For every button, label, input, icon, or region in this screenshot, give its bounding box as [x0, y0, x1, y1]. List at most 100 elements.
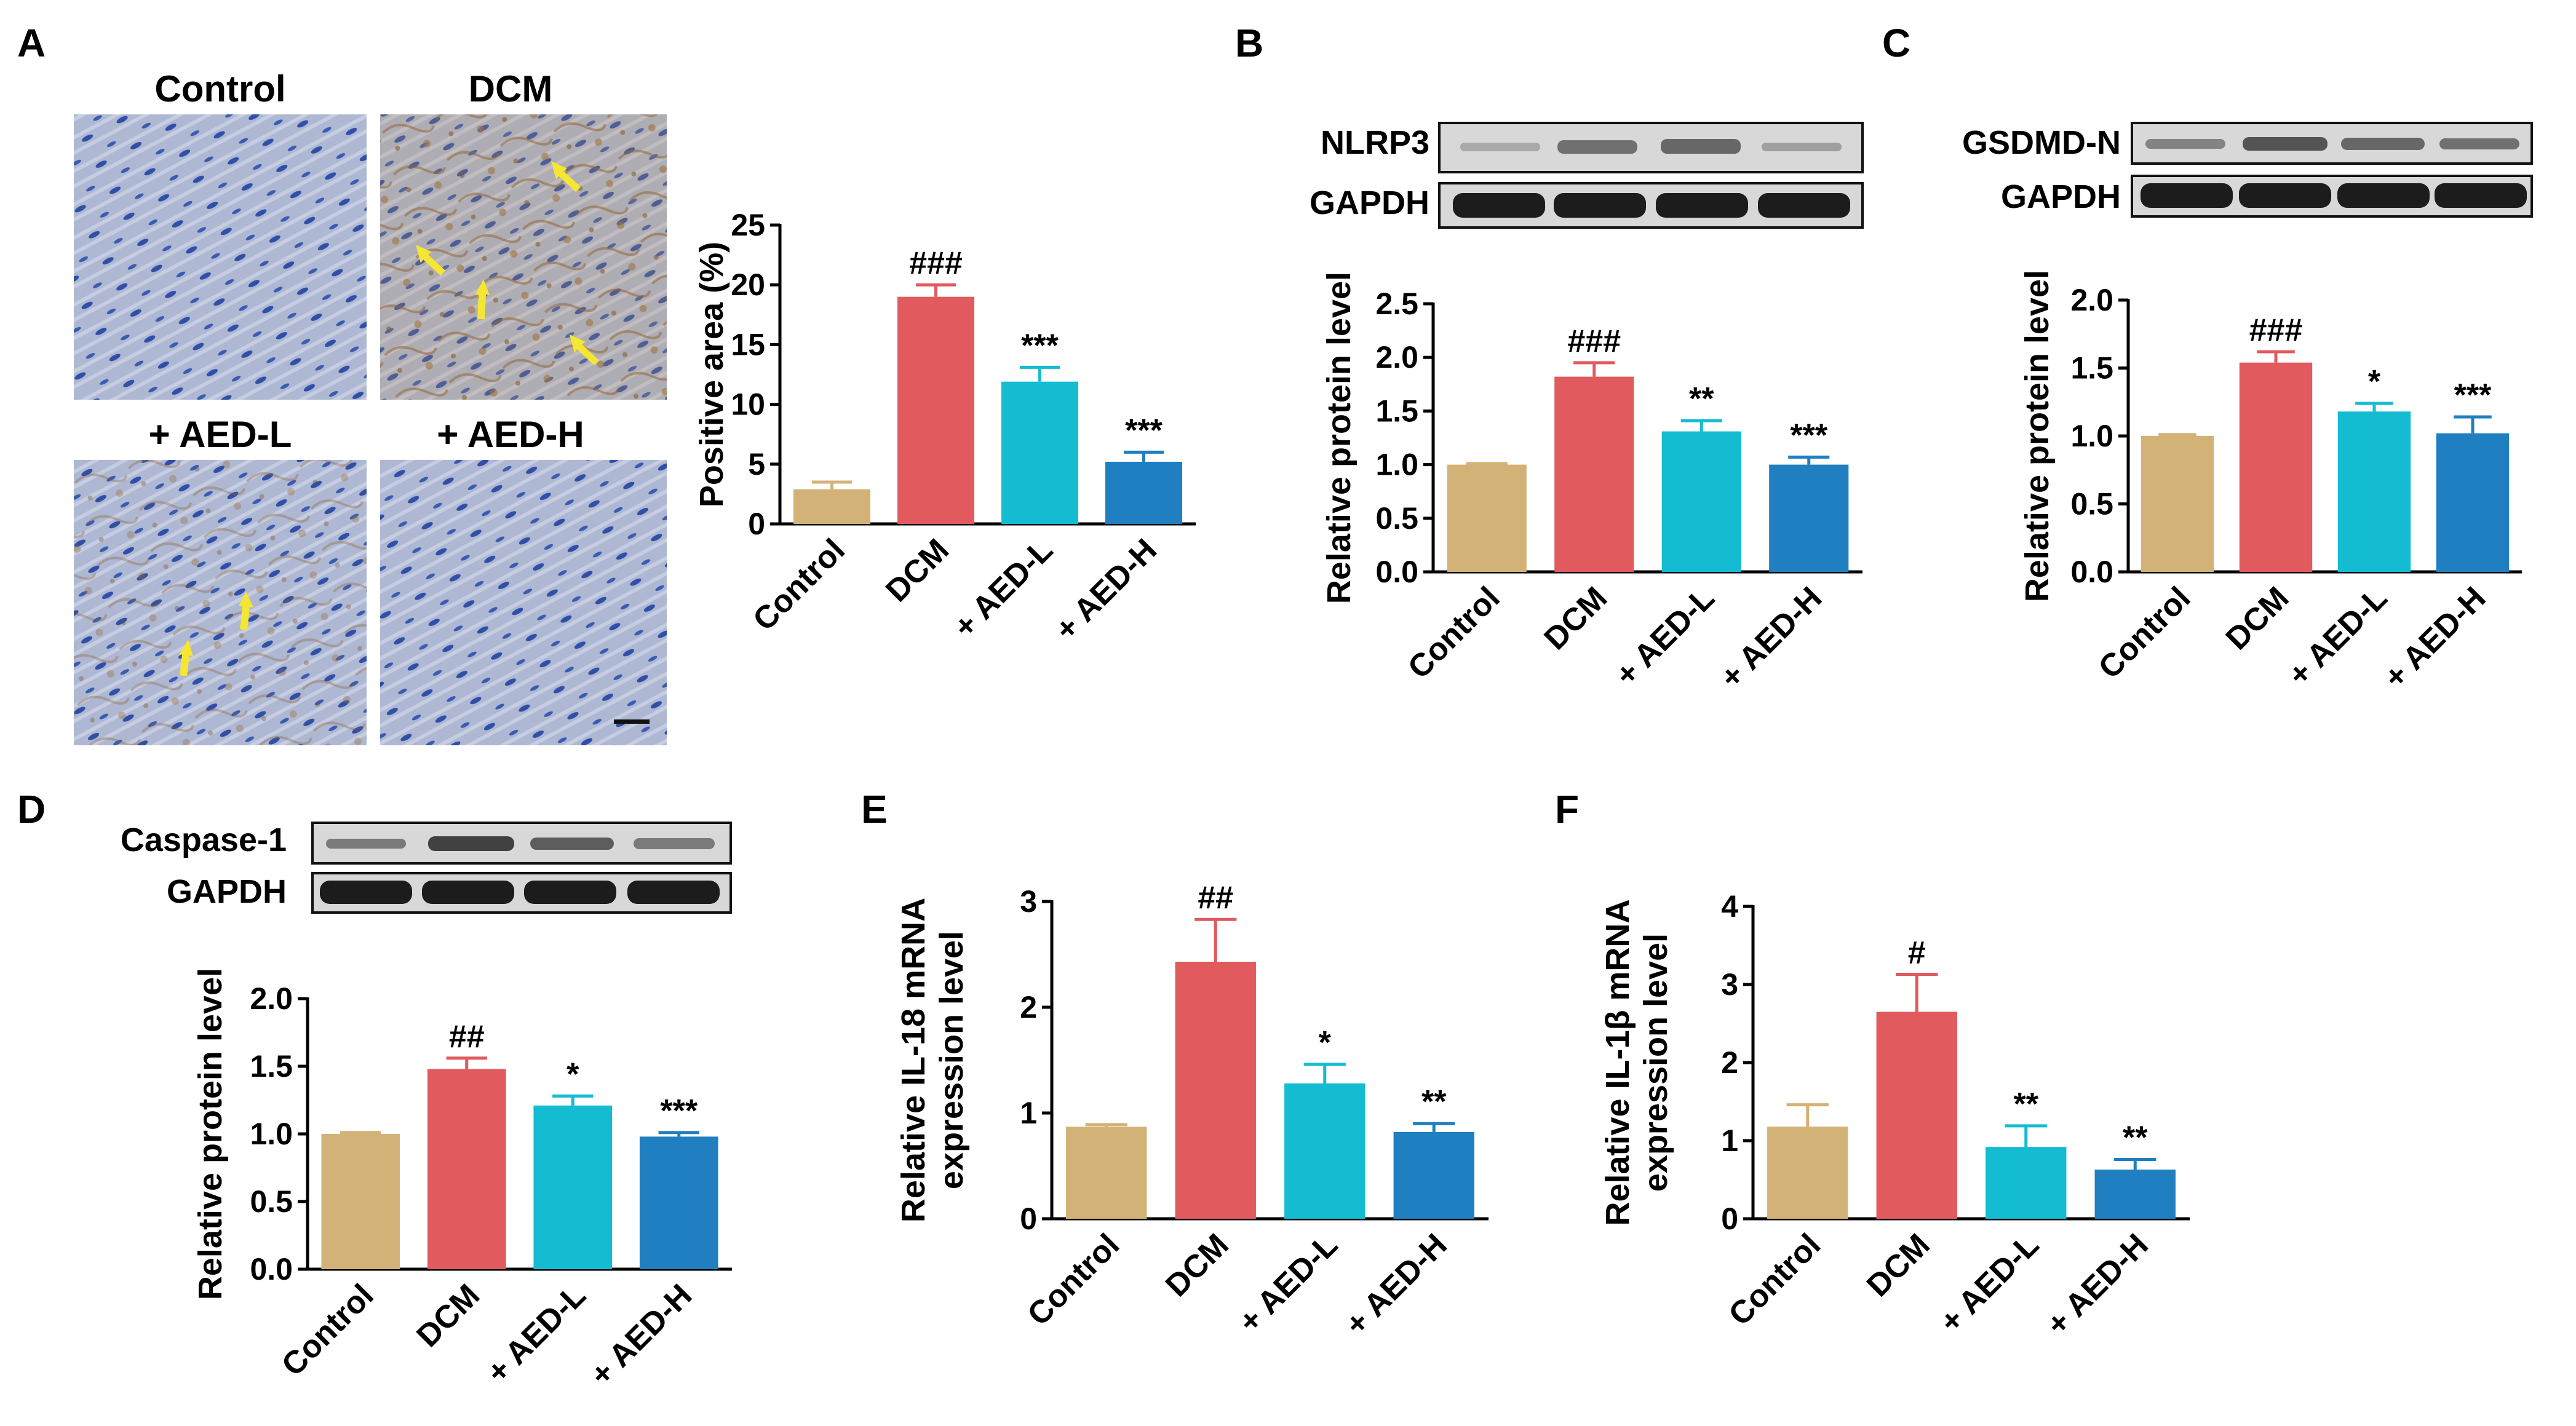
- bar-aed-l: [1986, 1147, 2067, 1219]
- bar-dcm: [427, 1069, 506, 1269]
- blot-band: [1758, 193, 1850, 218]
- blot-band: [2435, 183, 2527, 208]
- y-axis-title: expression level: [1637, 933, 1674, 1192]
- y-tick-label: 0: [748, 507, 765, 541]
- bar-control: [1066, 1127, 1147, 1219]
- y-axis-title: Relative protein level: [1321, 272, 1358, 604]
- panel-letter-f: F: [1555, 787, 1579, 831]
- significance-mark: ###: [1567, 323, 1621, 359]
- blot-band: [1554, 193, 1646, 218]
- significance-mark: *: [2368, 364, 2381, 400]
- blot-band: [1762, 143, 1842, 151]
- bar-aed-h: [639, 1136, 718, 1269]
- arrow-icon: [416, 245, 445, 275]
- panel-letter-c: C: [1882, 21, 1910, 65]
- significance-mark: *: [566, 1056, 579, 1092]
- scale-bar: [614, 719, 650, 724]
- blot-band: [1460, 143, 1540, 151]
- blot-band: [1557, 140, 1637, 154]
- blot-loading-label-c: GAPDH: [2001, 178, 2121, 215]
- category-label: Control: [1722, 1227, 1828, 1333]
- bar-dcm: [1175, 962, 1256, 1219]
- panel-letter-a: A: [17, 21, 46, 65]
- category-label: Control: [2092, 580, 2198, 686]
- blot-band: [320, 881, 412, 904]
- chart-d: 0.0 0.5 1.0 1.5 2.0 Relative protein level Con…: [192, 968, 732, 1393]
- y-tick-label: 1.5: [250, 1049, 293, 1083]
- panel-letter-d: D: [17, 787, 46, 831]
- blot-band: [422, 881, 514, 904]
- category-label: Control: [1401, 580, 1507, 686]
- category-label: + AED-H: [1713, 580, 1829, 695]
- category-label: Control: [1021, 1227, 1127, 1333]
- arrow-icon-group: [178, 161, 599, 676]
- category-label: DCM: [879, 532, 956, 609]
- category-label: + AED-L: [1608, 580, 1722, 693]
- y-tick-label: 25: [731, 208, 765, 242]
- bar-dcm: [1554, 376, 1634, 572]
- y-axis-title: Relative IL-18 mRNA: [895, 898, 932, 1222]
- arrow-icon: [551, 161, 581, 192]
- micrograph-control: [74, 114, 367, 400]
- y-axis-title: Relative IL-1β mRNA: [1599, 899, 1636, 1226]
- y-tick-label: 2.0: [250, 981, 293, 1016]
- significance-mark: *: [1319, 1025, 1332, 1061]
- blot-b: NLRP3 GAPDH: [1310, 122, 1864, 229]
- micrograph-label-control: Control: [154, 68, 285, 109]
- arrow-icon: [475, 279, 490, 319]
- y-tick-label: 1.0: [250, 1117, 293, 1151]
- significance-mark: ##: [449, 1019, 485, 1055]
- y-tick-label: 1.0: [2070, 419, 2113, 453]
- category-label: + AED-L: [947, 532, 1060, 645]
- blot-band: [2239, 183, 2331, 208]
- y-tick-label: 3: [1721, 967, 1738, 1002]
- panel-letter-b: B: [1235, 21, 1263, 65]
- micrograph-label-aed-h: + AED-H: [437, 414, 584, 455]
- category-label: + AED-L: [2281, 580, 2395, 693]
- blot-target-label-d: Caspase-1: [121, 822, 287, 858]
- category-label: + AED-H: [2040, 1227, 2155, 1342]
- y-tick-label: 1: [1020, 1096, 1037, 1130]
- blot-loading-label-d: GAPDH: [167, 873, 287, 910]
- significance-mark: ##: [1198, 880, 1233, 916]
- blot-target-label-c: GSDMD-N: [1962, 124, 2121, 161]
- chart-f: 0 1 2 3 4 Relative IL-1β mRNA expression level…: [1599, 889, 2190, 1342]
- blot-loading-label-b: GAPDH: [1310, 184, 1429, 221]
- blot-band: [1656, 193, 1748, 218]
- significance-mark: **: [2123, 1120, 2148, 1155]
- y-tick-label: 1.0: [1375, 448, 1418, 482]
- bar-aed-h: [1105, 461, 1183, 524]
- bar-dcm: [1876, 1012, 1957, 1219]
- blot-band: [326, 839, 406, 849]
- bar-control: [1767, 1127, 1848, 1219]
- blot-band: [2141, 183, 2233, 208]
- blot-band: [627, 881, 720, 904]
- bar-aed-l: [1284, 1083, 1366, 1219]
- arrow-icon: [570, 335, 599, 365]
- bar-aed-l: [1661, 431, 1741, 572]
- blot-c: GSDMD-N GAPDH: [1962, 122, 2533, 218]
- y-tick-label: 2.5: [1375, 287, 1418, 321]
- y-tick-label: 20: [731, 267, 765, 302]
- significance-mark: ***: [1021, 328, 1059, 363]
- chart-b: 0.0 0.5 1.0 1.5 2.0 2.5 Relative protein level…: [1321, 272, 1862, 695]
- bar-dcm: [2239, 362, 2313, 572]
- micrograph-aed-l: [74, 460, 367, 745]
- significance-mark: ***: [1790, 418, 1827, 453]
- category-label: + AED-H: [583, 1277, 699, 1393]
- y-tick-label: 5: [748, 447, 765, 481]
- bar-aed-l: [2337, 411, 2411, 572]
- blot-strip-target-b: [1438, 122, 1864, 173]
- category-label: Control: [746, 532, 852, 638]
- y-tick-label: 4: [1721, 889, 1738, 924]
- y-axis-title: expression level: [933, 931, 970, 1189]
- bar-aed-h: [1769, 464, 1849, 572]
- blot-band: [2243, 137, 2328, 151]
- arrow-icon: [239, 592, 253, 630]
- y-tick-label: 2: [1020, 990, 1037, 1024]
- micrograph-dcm: [380, 114, 667, 400]
- y-tick-label: 2.0: [1375, 340, 1418, 374]
- bar-control: [321, 1134, 400, 1269]
- y-axis-title: Relative protein level: [2019, 270, 2056, 602]
